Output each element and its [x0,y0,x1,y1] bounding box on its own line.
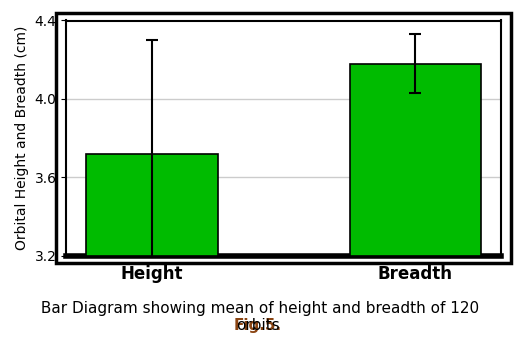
Text: Bar Diagram showing mean of height and breadth of 120
orbits: Bar Diagram showing mean of height and b… [37,301,479,333]
Text: Fig.5.: Fig.5. [234,318,282,333]
Bar [86,154,218,256]
Bar [349,64,481,256]
Y-axis label: Orbital Height and Breadth (cm): Orbital Height and Breadth (cm) [15,26,29,250]
